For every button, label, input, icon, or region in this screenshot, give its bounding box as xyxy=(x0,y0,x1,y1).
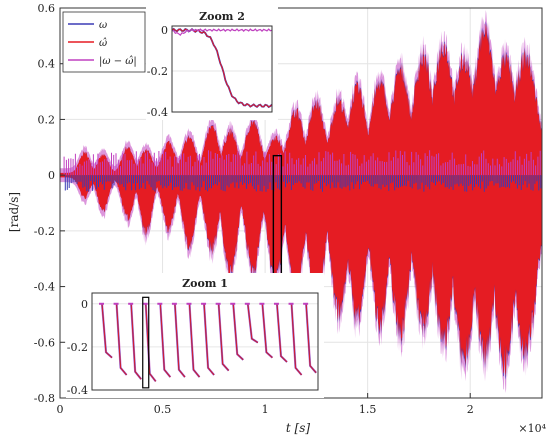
y-tick-label-7: -0.8 xyxy=(34,392,55,405)
inset-0-step-omega-hat-11 xyxy=(261,303,273,359)
y-tick-label-4: -0.2 xyxy=(34,225,55,238)
inset-1-error xyxy=(171,28,273,36)
inset-0-ytick-0: 0 xyxy=(81,298,88,311)
inset-0-title: Zoom 1 xyxy=(182,277,228,290)
y-axis-label: [rad/s] xyxy=(7,192,21,232)
inset-0-step-omega-hat-6 xyxy=(189,303,200,378)
y-tick-label-0: 0.6 xyxy=(38,2,56,15)
main-axes: 0 0.5 1 1.5 2 0.6 0.4 0.2 0 -0.2 -0.4 -0.6 -0.8 xyxy=(34,2,543,416)
x-axis-multiplier: ×10⁴ xyxy=(518,422,546,435)
legend: ω ω̂ |ω − ω̂| xyxy=(62,11,146,73)
inset-1-title: Zoom 2 xyxy=(199,10,245,23)
inset-0-step-omega-hat-10 xyxy=(247,303,259,343)
inset-0-backdrop xyxy=(66,273,324,398)
inset-1-ytick-2: -0.4 xyxy=(147,106,168,119)
x-tick-label-4: 2 xyxy=(467,403,474,416)
inset-0-ytick-1: -0.2 xyxy=(67,341,88,354)
inset-1-frame xyxy=(171,25,273,113)
inset-0-frame xyxy=(91,292,319,391)
inset-1-ytick-0: 0 xyxy=(161,24,168,37)
inset-0-step-omega-hat-7 xyxy=(203,303,215,376)
inset-0-step-omega-hat-3 xyxy=(145,303,157,382)
inset-0-step-omega-hat-1 xyxy=(116,303,127,376)
legend-label-1: ω̂ xyxy=(99,38,107,49)
x-axis-label: t [s] xyxy=(286,421,310,435)
inset-0-step-omega-hat-14 xyxy=(305,303,317,374)
legend-label-2: |ω − ω̂| xyxy=(99,56,137,67)
y-tick-label-3: 0 xyxy=(48,169,55,182)
inset-1-ytick-1: -0.2 xyxy=(147,65,168,78)
inset-0-step-omega-hat-9 xyxy=(232,303,244,361)
inset-0-step-omega-hat-0 xyxy=(101,303,113,359)
zoom-1-marker xyxy=(142,296,150,389)
inset-0-ytick-2: -0.4 xyxy=(67,384,88,397)
x-tick-label-2: 1 xyxy=(262,403,269,416)
x-tick-label-0: 0 xyxy=(57,403,64,416)
main-plot xyxy=(59,7,542,399)
series-error-spikes xyxy=(63,150,541,176)
inset-0-step-omega-hat-13 xyxy=(291,303,302,376)
inset-0-step-omega-hat-8 xyxy=(218,303,229,371)
series-omega-spikes xyxy=(64,175,542,192)
x-tick-label-1: 0.5 xyxy=(154,403,172,416)
inset-1-backdrop xyxy=(146,6,278,120)
zoom-1-inset: Zoom 1 0 -0.2 -0.4 xyxy=(66,273,324,398)
inset-0-step-omega-hat-2 xyxy=(130,303,142,380)
y-tick-label-2: 0.2 xyxy=(38,113,56,126)
y-tick-label-5: -0.4 xyxy=(34,281,55,294)
y-tick-label-1: 0.4 xyxy=(38,58,56,71)
zoom-2-inset: Zoom 2 0 -0.2 -0.4 xyxy=(146,6,278,120)
inset-0-step-omega-hat-5 xyxy=(174,303,186,378)
series-omega-hat-band xyxy=(60,23,542,377)
legend-label-0: ω xyxy=(99,20,107,31)
inset-0-step-omega-hat-4 xyxy=(159,303,171,378)
inset-0-step-omega-hat-12 xyxy=(276,303,288,363)
y-tick-label-6: -0.6 xyxy=(34,336,55,349)
x-tick-label-3: 1.5 xyxy=(359,403,377,416)
